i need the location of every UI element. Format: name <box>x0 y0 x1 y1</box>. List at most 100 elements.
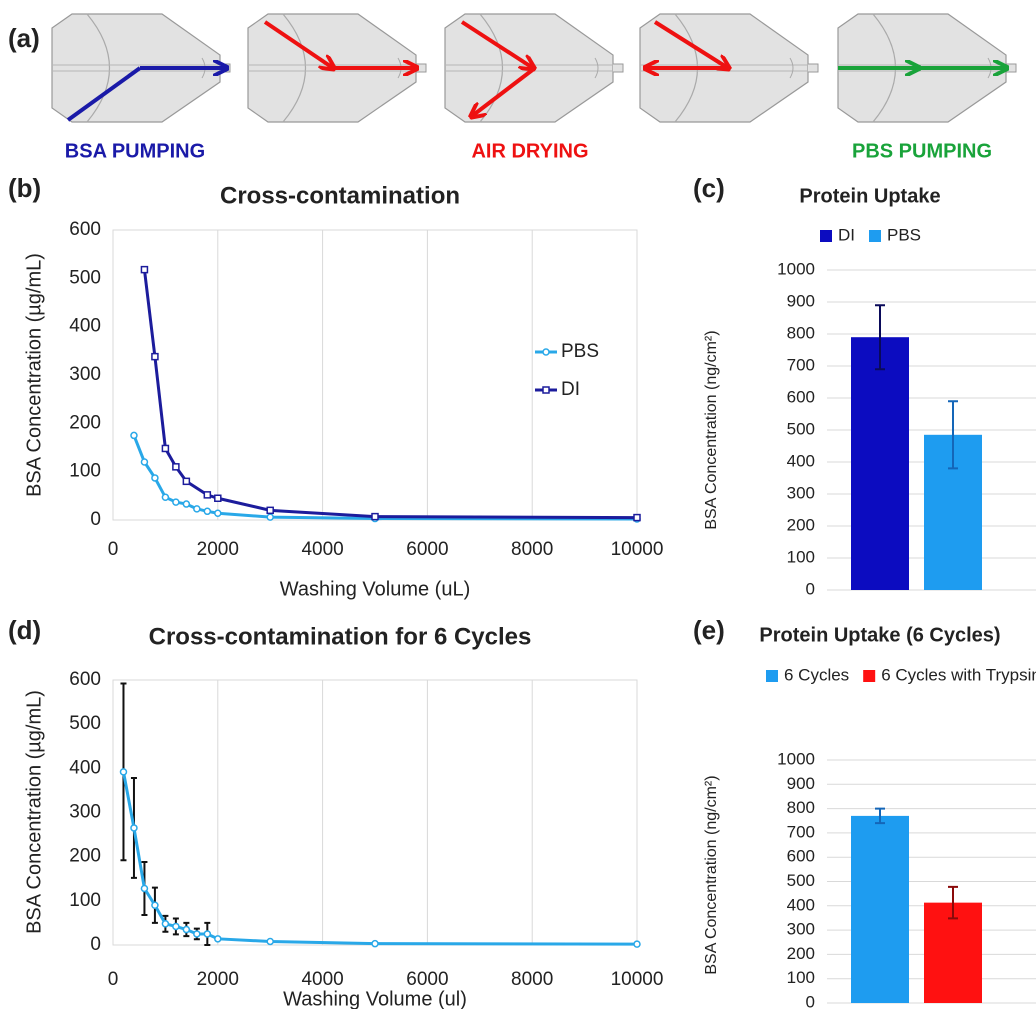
y-tick-label: 600 <box>787 847 815 866</box>
y-tick-label: 200 <box>69 846 101 867</box>
y-tick-label: 0 <box>806 579 815 598</box>
error-bar <box>948 885 958 920</box>
chart-title: Cross-contamination <box>220 182 460 209</box>
y-tick-label: 400 <box>69 316 101 337</box>
panel-label: (c) <box>693 173 725 203</box>
y-tick-label: 100 <box>787 547 815 566</box>
y-tick-label: 600 <box>787 387 815 406</box>
legend-marker <box>542 348 550 356</box>
panel-a: (a) BSA PUMPING AIR DRYING PBS PUMPING <box>8 13 1017 162</box>
point <box>182 477 191 486</box>
x-tick-label: 2000 <box>197 969 239 990</box>
error-bar <box>875 304 885 371</box>
legend-label: DI <box>838 225 855 244</box>
panel-label: (e) <box>693 615 725 645</box>
point <box>371 512 379 521</box>
point <box>266 513 274 521</box>
x-tick-label: 0 <box>108 539 119 560</box>
x-tick-label: 0 <box>108 969 119 990</box>
x-tick-label: 6000 <box>406 539 448 560</box>
point <box>130 824 138 832</box>
legend-swatch <box>869 230 881 242</box>
point <box>371 939 379 948</box>
line <box>142 269 638 520</box>
point <box>172 922 180 931</box>
bar <box>851 815 909 1003</box>
x-tick-label: 2000 <box>197 539 239 560</box>
point <box>151 474 159 482</box>
y-tick-label: 400 <box>787 451 815 470</box>
captions: BSA PUMPING AIR DRYING PBS PUMPING <box>65 140 992 162</box>
y-tick-label: 200 <box>787 944 815 963</box>
point <box>140 884 149 893</box>
y-tick-label: 500 <box>787 419 815 438</box>
line <box>122 771 638 946</box>
y-tick-label: 300 <box>69 802 101 823</box>
point <box>161 920 170 928</box>
y-tick-label: 1000 <box>777 259 815 278</box>
point <box>151 901 159 909</box>
chart-title: Cross-contamination for 6 Cycles <box>149 623 532 650</box>
point <box>119 768 128 776</box>
line <box>132 434 638 521</box>
point <box>182 925 191 934</box>
y-tick-label: 100 <box>69 461 101 482</box>
x-tick-label: 10000 <box>611 969 664 990</box>
y-tick-label: 200 <box>787 515 815 534</box>
point <box>633 940 641 948</box>
y-tick-label: 800 <box>787 798 815 817</box>
point <box>266 506 274 515</box>
point <box>151 352 159 361</box>
y-tick-label: 900 <box>787 774 815 793</box>
error-bar <box>948 400 958 470</box>
plot-frame <box>112 679 638 946</box>
caption: BSA PUMPING <box>65 140 205 162</box>
legend-label: PBS <box>561 341 599 362</box>
arrows <box>66 20 1006 122</box>
bar <box>851 337 909 590</box>
chart-title: Protein Uptake <box>799 185 940 207</box>
legend-marker <box>542 386 550 394</box>
y-tick-label: 500 <box>69 713 101 734</box>
point <box>182 500 191 508</box>
y-tick-label: 300 <box>69 364 101 385</box>
y-tick-label: 300 <box>787 483 815 502</box>
x-tick-label: 4000 <box>301 539 343 560</box>
y-tick-label: 800 <box>787 323 815 342</box>
point <box>633 513 641 522</box>
error-bar <box>875 807 885 825</box>
point <box>161 493 170 502</box>
y-tick-label: 0 <box>90 934 101 955</box>
point <box>214 935 222 943</box>
y-tick-label: 700 <box>787 355 815 374</box>
y-tick-label: 0 <box>90 509 101 530</box>
panel-label: (a) <box>8 23 40 53</box>
x-tick-label: 8000 <box>511 969 553 990</box>
point <box>203 930 212 938</box>
plot-frame <box>112 229 638 521</box>
point <box>266 937 274 946</box>
x-axis-title: Washing Volume (uL) <box>280 578 470 600</box>
point <box>193 930 201 938</box>
point <box>161 444 170 453</box>
caption: AIR DRYING <box>471 140 588 162</box>
point <box>172 463 180 471</box>
y-axis-title: BSA Concentration (ng/cm²) <box>703 775 720 974</box>
point <box>130 431 138 440</box>
point <box>172 498 180 506</box>
y-tick-label: 0 <box>806 992 815 1009</box>
legend-label: 6 Cycles with Trypsin <box>881 665 1036 684</box>
legend-label: PBS <box>887 225 921 244</box>
y-tick-label: 500 <box>787 871 815 890</box>
y-axis-title: BSA Concentration (µg/mL) <box>23 253 45 497</box>
y-tick-label: 300 <box>787 920 815 939</box>
legend-swatch <box>820 230 832 242</box>
y-tick-label: 1000 <box>777 749 815 768</box>
point <box>214 509 222 517</box>
legend-swatch <box>863 670 876 682</box>
y-tick-label: 900 <box>787 291 815 310</box>
y-tick-label: 600 <box>69 219 101 240</box>
caption: PBS PUMPING <box>852 140 992 162</box>
